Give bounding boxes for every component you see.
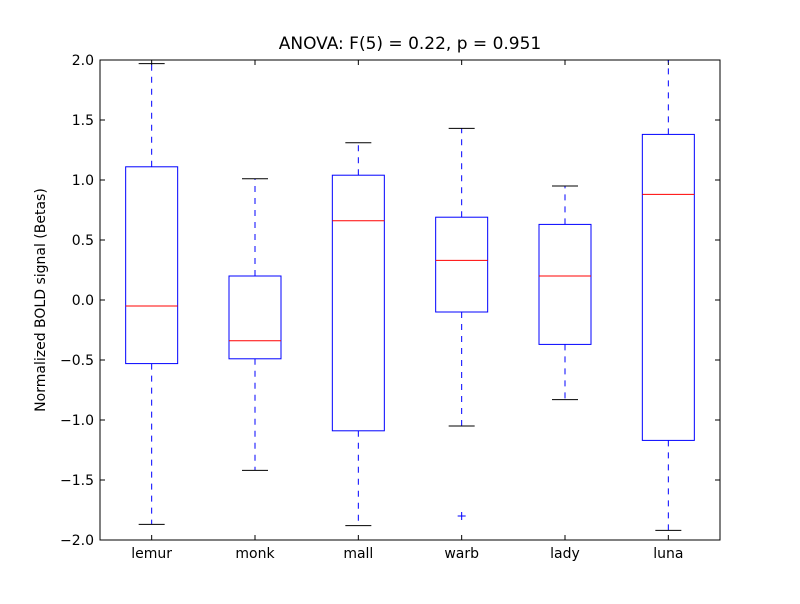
y-tick-label: 1.0 (72, 173, 94, 189)
box-monk (228, 275, 282, 360)
y-tick-label: −1.5 (60, 473, 94, 489)
x-tick-label: luna (653, 546, 683, 562)
box-lady (538, 223, 592, 345)
x-tick-label: warb (444, 546, 479, 562)
plot-area: −2.0 −1.5 −1.0 −0.5 0.0 0.5 1.0 1.5 2.0 lemur monk… (60, 53, 720, 562)
y-tick-label: 0.0 (72, 293, 94, 309)
x-tick-label: lady (550, 546, 580, 562)
y-tick-label: 1.5 (72, 113, 94, 129)
outlier-marker (457, 512, 466, 520)
chart-title: ANOVA: F(5) = 0.22, p = 0.951 (279, 34, 542, 54)
x-tick-label: monk (235, 546, 275, 562)
y-tick-label: −2.0 (60, 533, 94, 549)
y-tick-label: 0.5 (72, 233, 94, 249)
y-tick-label: −1.0 (60, 413, 94, 429)
x-tick-label: mall (343, 546, 373, 562)
box-luna (641, 133, 695, 441)
y-tick-label: −0.5 (60, 353, 94, 369)
y-axis-label: Normalized BOLD signal (Betas) (33, 188, 49, 412)
box-mall (331, 174, 385, 432)
x-tick-label: lemur (131, 546, 172, 562)
box-warb (435, 216, 489, 313)
axes-frame (99, 59, 721, 541)
box-lemur (125, 166, 179, 365)
y-tick-label: 2.0 (72, 53, 94, 69)
